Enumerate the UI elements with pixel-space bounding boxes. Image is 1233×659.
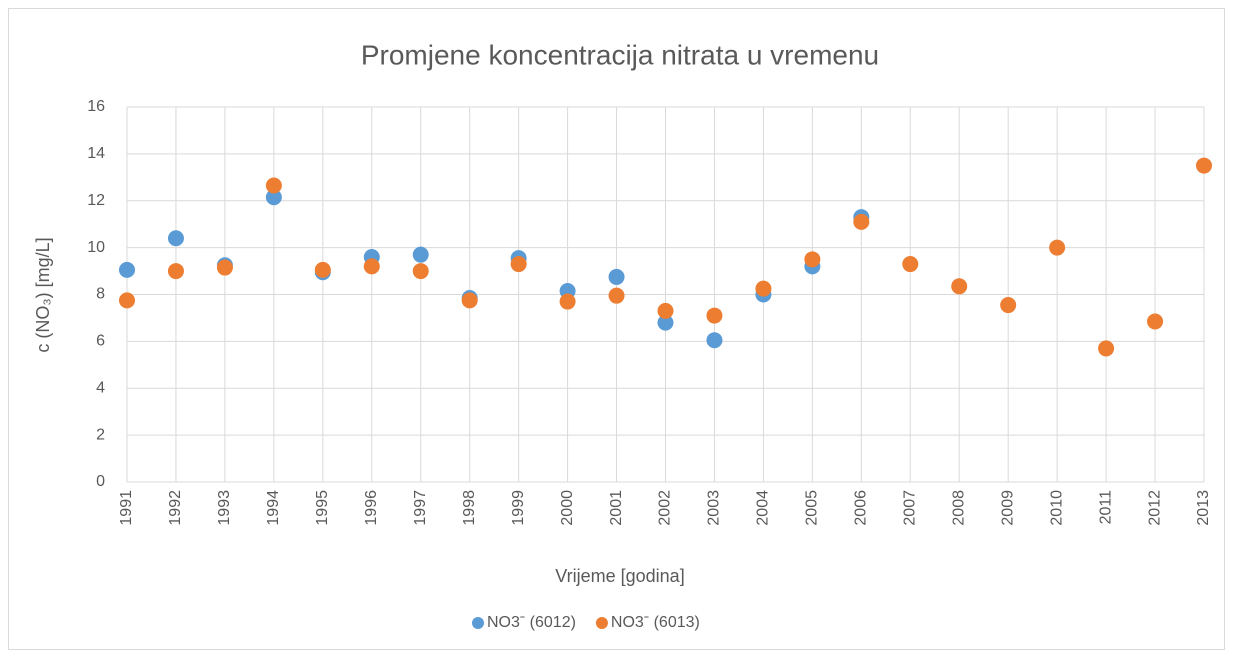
x-axis-label: Vrijeme [godina] — [555, 566, 684, 586]
y-tick-label: 4 — [96, 379, 105, 396]
point — [706, 307, 723, 324]
x-tick-label: 2009 — [999, 490, 1016, 526]
x-tick-label: 1997 — [412, 490, 429, 526]
point — [119, 261, 135, 278]
x-tick-label: 2013 — [1195, 490, 1212, 526]
x-tick-label: 1991 — [118, 490, 135, 526]
point — [1196, 157, 1212, 174]
y-tick-label: 6 — [96, 333, 105, 350]
point — [608, 287, 625, 304]
point — [853, 213, 870, 230]
x-tick-label: 2008 — [950, 490, 967, 526]
x-tick-label: 2001 — [608, 490, 625, 526]
point — [461, 292, 478, 309]
y-tick-label: 16 — [87, 98, 105, 115]
y-axis-label: c (NO₃) [mg/L] — [33, 237, 53, 352]
x-tick-label: 2003 — [706, 490, 723, 526]
x-tick-label: 2005 — [804, 490, 821, 526]
x-tick-label: 1999 — [510, 490, 527, 526]
y-tick-label: 10 — [87, 239, 105, 256]
point — [314, 261, 331, 278]
y-tick-label: 14 — [87, 145, 105, 162]
x-tick-label: 1992 — [167, 490, 184, 526]
point — [1098, 340, 1115, 357]
y-tick-label: 2 — [96, 426, 105, 443]
point — [363, 258, 380, 275]
point — [216, 259, 233, 276]
point — [902, 256, 919, 273]
legend-label: NO3ˉ (6012) — [487, 614, 576, 631]
point — [1147, 313, 1164, 330]
point — [265, 177, 282, 194]
x-tick-label: 2011 — [1097, 490, 1114, 525]
legend-label: NO3ˉ (6013) — [611, 614, 700, 631]
legend-marker — [472, 617, 484, 629]
point — [1000, 297, 1017, 314]
point — [119, 292, 135, 309]
x-tick-label: 2002 — [657, 490, 674, 526]
y-tick-label: 8 — [96, 286, 105, 303]
x-tick-label: 2006 — [853, 490, 870, 526]
x-tick-label: 2010 — [1048, 490, 1065, 526]
x-tick-label: 2000 — [559, 490, 576, 526]
point — [1049, 239, 1066, 256]
point — [412, 263, 429, 280]
x-tick-label: 2012 — [1146, 490, 1163, 526]
point — [265, 189, 282, 206]
x-tick-label: 1993 — [216, 490, 233, 526]
x-tick-label: 1998 — [461, 490, 478, 526]
point — [657, 314, 674, 331]
point — [657, 302, 674, 319]
point — [167, 263, 184, 280]
x-tick-label: 1995 — [314, 490, 331, 526]
point — [755, 280, 772, 297]
point — [559, 293, 576, 310]
point — [412, 246, 429, 263]
point — [167, 230, 184, 247]
legend-marker — [595, 617, 608, 629]
point — [510, 256, 527, 273]
x-tick-label: 1994 — [265, 490, 282, 526]
y-tick-label: 12 — [87, 192, 105, 209]
point — [951, 278, 968, 295]
x-tick-label: 1996 — [363, 490, 380, 526]
point — [804, 251, 821, 268]
y-tick-label: 0 — [96, 473, 105, 490]
x-tick-label: 2004 — [755, 490, 772, 526]
x-tick-label: 2007 — [901, 490, 918, 526]
chart-title: Promjene koncentracija nitrata u vremenu — [361, 39, 879, 70]
point — [608, 268, 625, 285]
point — [706, 332, 723, 349]
